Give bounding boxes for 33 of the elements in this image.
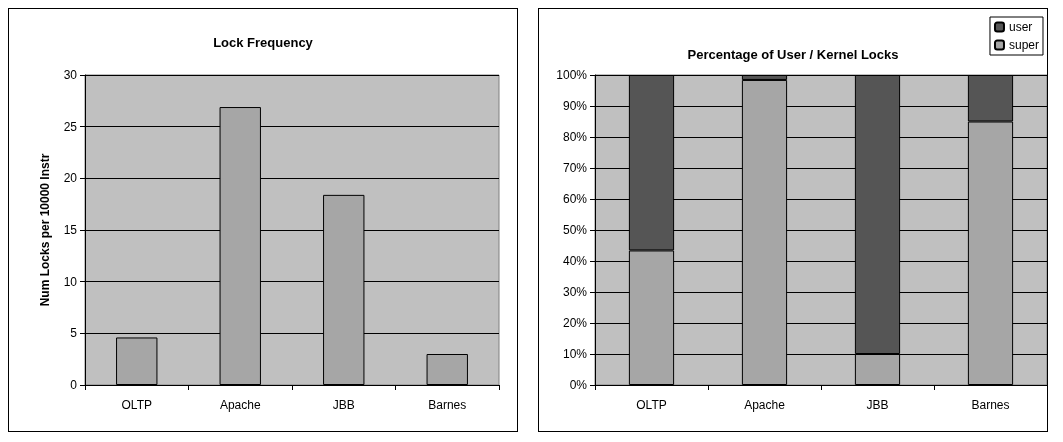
y-tick-label: 5 bbox=[70, 326, 78, 341]
y-tick-label: 20% bbox=[562, 316, 588, 330]
chart-title: Lock Frequency bbox=[213, 35, 314, 50]
bar bbox=[116, 337, 158, 385]
y-tick-label: 0 bbox=[70, 378, 78, 392]
x-tick-label: JBB bbox=[866, 398, 889, 412]
chart-title: Percentage of User / Kernel Locks bbox=[687, 47, 899, 62]
legend-label: user bbox=[1008, 20, 1033, 34]
y-tick-label: 10% bbox=[562, 347, 588, 361]
y-tick-label: 60% bbox=[562, 192, 588, 206]
y-tick-label: 100% bbox=[556, 68, 588, 82]
y-tick-label: 15 bbox=[63, 223, 78, 237]
y-tick-label: 30 bbox=[63, 68, 78, 82]
y-tick-label: 90% bbox=[562, 99, 588, 113]
x-tick-label: OLTP bbox=[121, 398, 152, 412]
x-tick-label: Apache bbox=[219, 398, 261, 412]
y-tick-label: 70% bbox=[562, 161, 588, 175]
x-tick-label: Apache bbox=[744, 398, 786, 412]
y-tick-label: 80% bbox=[562, 130, 588, 144]
bar bbox=[426, 354, 468, 385]
x-tick-label: Barnes bbox=[428, 398, 467, 412]
y-tick-label: 10 bbox=[63, 274, 78, 289]
x-tick-label: OLTP bbox=[636, 398, 667, 412]
x-tick-label: Barnes bbox=[971, 398, 1010, 412]
y-tick-label: 0% bbox=[569, 378, 588, 392]
y-tick-label: 30% bbox=[562, 285, 588, 299]
y-axis-title: Num Locks per 10000 Instr bbox=[38, 153, 52, 307]
y-tick-label: 40% bbox=[562, 254, 588, 268]
legend-label: super bbox=[1008, 38, 1040, 52]
y-tick-label: 20 bbox=[63, 171, 78, 186]
x-tick-label: JBB bbox=[332, 398, 355, 412]
y-tick-label: 25 bbox=[63, 119, 78, 134]
y-tick-label: 50% bbox=[562, 223, 588, 237]
